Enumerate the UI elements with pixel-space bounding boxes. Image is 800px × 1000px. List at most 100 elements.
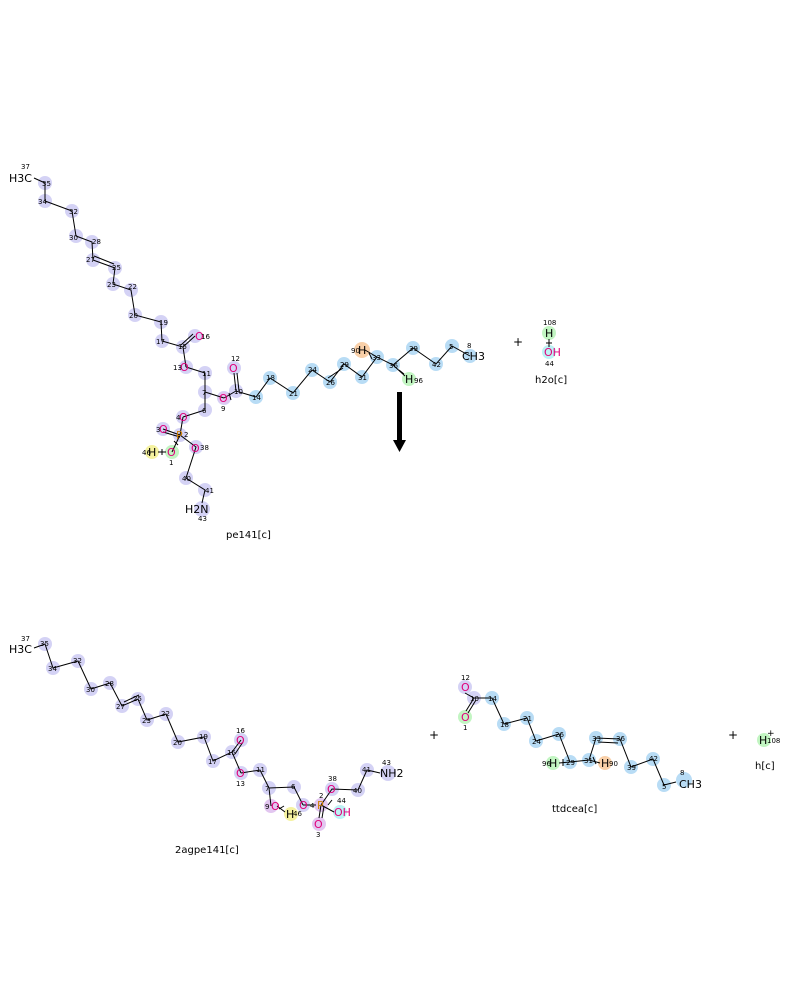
hydrogen-atom-label: H [358,344,366,357]
atom-index: 9 [221,405,225,413]
atom-index: 7 [202,389,206,397]
atom-index-numbers: 37 35 34 32 30 28 27 25 23 22 20 19 17 1… [21,635,391,839]
atom-index: 4 [176,414,181,422]
atom-index-numbers: 37 35 34 32 30 28 27 25 23 22 20 19 17 1… [21,163,471,523]
methyl-group-label: CH3 [462,350,485,363]
atom-index: 18 [266,374,275,382]
atom-index: 4 [310,802,315,810]
oxygen-atom-label: O [461,681,470,694]
molecule-ttdcea: O O H H CH3 12 10 1 14 18 21 24 26 96 29… [461,674,702,815]
oxygen-atom-label: O [327,783,336,796]
atom-index: 14 [252,394,261,402]
molecule-name: pe141[c] [226,530,271,541]
atom-index: 21 [523,715,532,723]
atom-index: 7 [265,785,269,793]
highlight-layer [38,176,771,831]
oxygen-atom-label: O [180,361,189,374]
atom-index: 41 [362,766,371,774]
atom-index: 43 [198,515,207,523]
plus-sign: + [429,728,439,742]
phosphorus-atom-label: P [317,799,324,812]
atom-index: 16 [201,333,210,341]
atom-index: 12 [231,355,240,363]
atom-index: 44 [337,797,346,805]
methyl-group-label: CH3 [679,778,702,791]
atom-index: 14 [488,695,497,703]
atom-index: 26 [326,379,335,387]
hydroxyl-group-label: OH [544,346,561,359]
atom-index: 36 [389,362,398,370]
hydrogen-atom-label: H [405,373,413,386]
methyl-group-label: H3C [9,172,32,185]
hydrogen-atom-label: H [601,757,609,770]
atom-index: 3 [316,831,320,839]
atom-index: 27 [116,703,125,711]
hydrogen-atom-label: H [549,757,557,770]
atom-index: 10 [234,388,243,396]
molecule-name: 2agpe141[c] [175,845,239,856]
atom-index: 90 [351,347,360,355]
atom-index: 5 [449,343,453,351]
atom-index: 40 [182,475,191,483]
atom-index: 38 [328,775,337,783]
oxygen-atom-label: O [299,799,308,812]
atom-index: 27 [86,256,95,264]
atom-index: 96 [542,760,551,768]
atom-index: 2 [319,792,323,800]
plus-charge-label: + [767,729,775,739]
atom-index: 39 [409,345,418,353]
atom-index: 41 [205,487,214,495]
atom-index: 29 [566,759,575,767]
atom-index: 38 [200,444,209,452]
atom-index: 16 [236,727,245,735]
atom-index: 34 [48,665,57,673]
atom-index: 1 [463,724,467,732]
hydrogen-atom-label: H [545,327,553,340]
molecule-h2o: 108 H OH 44 h2o[c] [535,319,567,386]
atom-index: 22 [128,283,137,291]
atom-index: 25 [133,695,142,703]
oxygen-atom-label: O [229,362,238,375]
atom-index: 8 [467,342,471,350]
atom-index: 32 [69,208,78,216]
atom-index: 46 [293,810,302,818]
oxygen-atom-label: O [236,734,245,747]
plus-sign: + [513,335,523,349]
molecule-name: h2o[c] [535,375,567,386]
oxygen-atom-label: O [179,411,188,424]
atom-index: 31 [358,374,367,382]
atom-index-numbers: 12 10 1 14 18 21 24 26 96 29 31 90 33 36… [461,674,684,791]
atom-index: 31 [584,757,593,765]
atom-index: 23 [142,717,151,725]
atom-index: 36 [616,735,625,743]
atom-index: 42 [649,755,658,763]
atom-index: 35 [40,640,49,648]
atom-index: 20 [129,312,138,320]
atom-index: 15 [178,343,187,351]
atom-index: 10 [470,695,479,703]
atom-index: 17 [208,758,217,766]
atom-index: 28 [105,680,114,688]
atom-index: 15 [227,749,236,757]
atom-index: 33 [592,735,601,743]
atom-index: 35 [42,180,51,188]
oxygen-atom-label: O [314,818,323,831]
atom-index: 37 [21,635,30,643]
atom-index: 26 [555,731,564,739]
oxygen-atom-label: O [159,423,168,436]
atom-index: 12 [461,674,470,682]
atom-index: 3 [156,426,160,434]
molecule-pe141: H3C O O O O O O P O O H H2N H H CH3 37 3… [9,163,485,541]
atom-index: 5 [662,783,666,791]
atom-index: 17 [156,338,165,346]
oxygen-atom-label: O [219,392,228,405]
atom-index: 42 [432,361,441,369]
amine-group-label: NH2 [380,767,404,780]
atom-index: 30 [86,686,95,694]
atom-index: 23 [107,281,116,289]
molecule-2agpe141: H3C O O O H O P O O OH NH2 37 35 34 32 3… [9,635,404,856]
methyl-group-label: H3C [9,643,32,656]
atom-index: 96 [414,377,423,385]
atom-index: 21 [289,390,298,398]
